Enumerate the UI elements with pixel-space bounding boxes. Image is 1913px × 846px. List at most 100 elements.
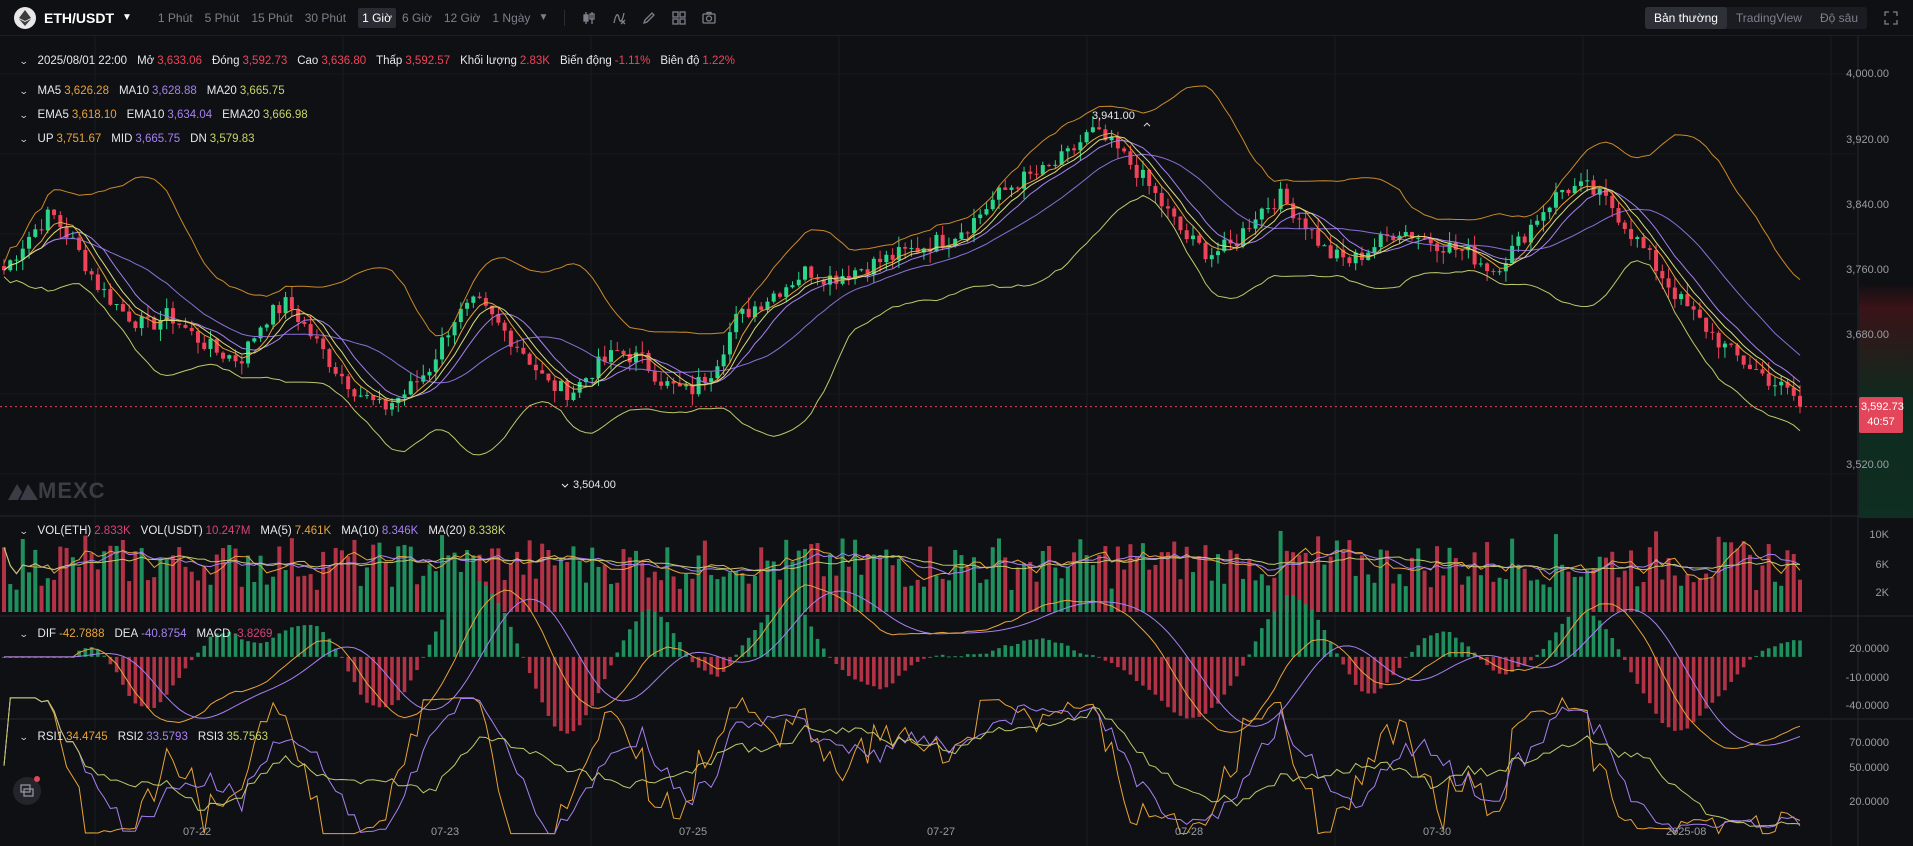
- volume-bar: [1197, 555, 1202, 612]
- interval-6h[interactable]: 6 Giờ: [401, 10, 432, 25]
- candle-body: [252, 338, 257, 342]
- rsi1-value: 34.4745: [66, 731, 108, 743]
- macd-histogram-bar: [227, 631, 232, 657]
- collapse-chevron-icon[interactable]: ⌄: [18, 85, 29, 96]
- interval-30m[interactable]: 30 Phút: [304, 10, 347, 25]
- candle-body: [358, 395, 363, 397]
- volume-bar: [659, 580, 664, 612]
- ohlc-legend: ⌄ 2025/08/01 22:00 Mở 3,633.06 Đóng 3,592.…: [18, 55, 745, 67]
- volume-bar: [527, 540, 532, 612]
- collapse-chevron-icon[interactable]: ⌄: [18, 55, 29, 66]
- interval-12h[interactable]: 12 Giờ: [443, 10, 481, 25]
- macd-histogram-bar: [271, 637, 275, 657]
- candle-type-icon[interactable]: [581, 10, 597, 26]
- ema20-value: 3,666.98: [262, 109, 308, 121]
- collapse-chevron-icon[interactable]: ⌄: [18, 109, 29, 120]
- collapse-chevron-icon[interactable]: ⌄: [18, 525, 29, 536]
- date-axis-label: 07-28: [1175, 826, 1204, 838]
- candle-body: [1722, 343, 1727, 348]
- macd-histogram-bar: [383, 656, 388, 708]
- volume-bar: [1366, 574, 1371, 612]
- macd-histogram-bar: [740, 645, 745, 657]
- volume-bar: [709, 575, 714, 612]
- volume-bar: [1798, 579, 1802, 612]
- macd-histogram-bar: [1716, 656, 1721, 697]
- pair-title[interactable]: ETH/USDT: [44, 9, 114, 26]
- view-tradingview[interactable]: TradingView: [1735, 11, 1802, 25]
- macd-histogram-bar: [1335, 653, 1339, 657]
- interval-15m[interactable]: 15 Phút: [251, 10, 293, 25]
- fullscreen-icon[interactable]: [1883, 10, 1899, 26]
- interval-dropdown-icon[interactable]: ▼: [538, 12, 549, 23]
- volume-bar: [296, 576, 301, 612]
- volume-bar: [1672, 575, 1677, 612]
- candle-countdown: 40:57: [1867, 416, 1895, 428]
- volume-bar: [1022, 563, 1027, 612]
- volume-bar: [1291, 552, 1296, 612]
- volume-bar: [1460, 584, 1465, 612]
- macd-histogram-bar: [1159, 656, 1164, 701]
- volume-bar: [909, 585, 914, 612]
- collapse-chevron-icon[interactable]: ⌄: [18, 133, 29, 144]
- interval-1m[interactable]: 1 Phút: [157, 10, 193, 25]
- volume-bar: [740, 573, 745, 612]
- view-standard[interactable]: Bản thường: [1644, 7, 1727, 29]
- macd-histogram-bar: [1547, 640, 1552, 657]
- volume-bar: [189, 571, 194, 612]
- chevron-down-icon[interactable]: ▼: [122, 12, 132, 23]
- macd-histogram-bar: [521, 656, 526, 658]
- candle-body: [1522, 236, 1527, 243]
- candle-body: [996, 187, 1001, 200]
- candle-body: [1497, 271, 1502, 273]
- candle-body: [721, 354, 726, 367]
- volume-bar: [1704, 573, 1709, 612]
- macd-histogram-bar: [646, 609, 651, 657]
- volume-bar: [853, 539, 858, 612]
- macd-histogram-bar: [471, 581, 476, 657]
- price-axis-label: 3,520.00: [1846, 459, 1889, 471]
- candle-body: [170, 308, 175, 324]
- draw-icon[interactable]: [641, 10, 657, 26]
- camera-icon[interactable]: [701, 10, 717, 26]
- macd-histogram-bar: [997, 648, 1001, 657]
- volume-bar: [646, 577, 651, 612]
- macd-histogram-bar: [746, 637, 751, 657]
- volume-bar: [1566, 571, 1571, 612]
- macd-histogram-bar: [1654, 656, 1658, 714]
- candle-body: [133, 321, 138, 329]
- collapse-chevron-icon[interactable]: ⌄: [18, 731, 29, 742]
- volume-bar: [408, 546, 413, 612]
- candle-body: [1503, 263, 1508, 272]
- vol-eth-value: 2.833K: [94, 525, 131, 537]
- macd-histogram-bar: [1510, 656, 1514, 672]
- interval-5m[interactable]: 5 Phút: [204, 10, 240, 25]
- interval-1h[interactable]: 1 Giờ: [358, 7, 396, 28]
- layout-icon[interactable]: [671, 10, 687, 26]
- macd-histogram-bar: [1216, 656, 1220, 704]
- volume-bar: [64, 547, 69, 612]
- candle-body: [2, 266, 6, 271]
- macd-histogram-bar: [1097, 656, 1101, 658]
- interval-1d[interactable]: 1 Ngày: [492, 10, 531, 25]
- macd-histogram-bar: [1635, 656, 1640, 684]
- macd-histogram-bar: [146, 656, 150, 709]
- volume-bar: [1028, 561, 1033, 612]
- chart-canvas[interactable]: [0, 36, 1913, 846]
- candle-body: [289, 297, 294, 310]
- ema20-label: EMA20: [222, 109, 260, 121]
- candle-body: [1672, 287, 1677, 300]
- macd-histogram-bar: [534, 656, 538, 689]
- indicator-icon[interactable]: [611, 10, 627, 26]
- macd-histogram-bar: [1648, 656, 1652, 704]
- candle-body: [803, 266, 808, 280]
- volume-bar: [959, 555, 964, 612]
- macd-histogram-bar: [1554, 632, 1558, 657]
- candle-body: [746, 308, 751, 318]
- candle-body: [508, 330, 513, 347]
- collapse-chevron-icon[interactable]: ⌄: [18, 628, 29, 639]
- ma5-label: MA5: [37, 85, 62, 97]
- volume-bar: [1604, 557, 1609, 612]
- view-depth[interactable]: Độ sâu: [1819, 11, 1858, 25]
- volume-bar: [195, 580, 200, 612]
- volume-bar: [1616, 577, 1621, 612]
